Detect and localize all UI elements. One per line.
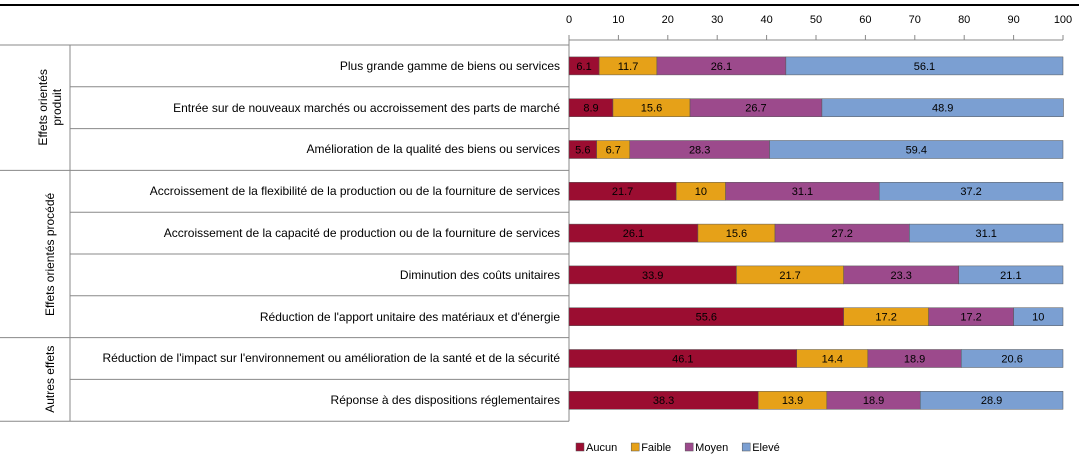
category-label-text: Accroissement de la capacité de producti… (163, 226, 560, 241)
value-label: 26.1 (623, 228, 644, 240)
bar-segment (919, 391, 1064, 410)
x-tick-label: 70 (909, 14, 921, 26)
value-label: 56.1 (914, 61, 935, 73)
legend-label: Faible (641, 442, 671, 454)
value-label: 5.6 (575, 144, 590, 156)
bar-segment (960, 349, 1064, 368)
x-tick-label: 0 (566, 14, 572, 26)
x-tick-label: 60 (859, 14, 871, 26)
value-label: 26.7 (745, 103, 766, 115)
legend-label: Elevé (752, 442, 780, 454)
bar-segment (769, 140, 1064, 159)
category-label: Plus grande gamme de biens ou services (72, 45, 560, 87)
category-label-text: Réduction de l'apport unitaire des matér… (259, 309, 560, 324)
category-label: Réduction de l'apport unitaire des matér… (72, 296, 560, 338)
category-label-text: Réponse à des dispositions réglementaire… (330, 393, 560, 408)
value-label: 10 (695, 186, 707, 198)
value-label: 18.9 (904, 353, 925, 365)
group-label-text: Effets orientés produit (36, 69, 64, 146)
value-label: 59.4 (906, 144, 927, 156)
value-label: 21.7 (612, 186, 633, 198)
category-label: Amélioration de la qualité des biens ou … (72, 129, 560, 171)
x-tick-label: 80 (958, 14, 970, 26)
bar-segment (821, 98, 1064, 117)
value-label: 13.9 (782, 395, 803, 407)
group-label: Effets orientés produit (34, 50, 66, 165)
value-label: 6.1 (576, 61, 591, 73)
value-label: 8.9 (583, 103, 598, 115)
legend-swatch (684, 442, 694, 452)
value-label: 31.1 (975, 228, 996, 240)
value-label: 10 (1032, 312, 1044, 324)
category-label-text: Plus grande gamme de biens ou services (339, 58, 560, 73)
group-label-text: Autres effets (43, 345, 57, 413)
value-label: 37.2 (960, 186, 981, 198)
legend-swatch (575, 442, 585, 452)
value-label: 6.7 (606, 144, 621, 156)
x-tick-label: 20 (662, 14, 674, 26)
group-label: Autres effets (34, 343, 66, 417)
category-label-text: Diminution des coûts unitaires (399, 267, 560, 282)
bar-segment (909, 223, 1064, 243)
legend-swatch (630, 442, 640, 452)
bar-segment (785, 56, 1064, 76)
value-label: 27.2 (831, 228, 852, 240)
category-label: Accroissement de la capacité de producti… (72, 212, 560, 254)
category-label-text: Entrée sur de nouveaux marchés ou accroi… (173, 100, 560, 115)
x-tick-label: 30 (711, 14, 723, 26)
value-label: 31.1 (792, 186, 813, 198)
value-label: 14.4 (822, 353, 843, 365)
category-label: Réduction de l'impact sur l'environnemen… (72, 338, 560, 380)
value-label: 46.1 (672, 353, 693, 365)
value-label: 26.1 (711, 61, 732, 73)
legend-label: Moyen (695, 442, 728, 454)
legend-swatch (741, 442, 751, 452)
category-label-text: Amélioration de la qualité des biens ou … (306, 142, 560, 157)
value-label: 23.3 (891, 270, 912, 282)
x-tick-label: 10 (612, 14, 624, 26)
value-label: 21.7 (779, 270, 800, 282)
bar-segment (878, 182, 1064, 201)
value-label: 17.2 (960, 312, 981, 324)
value-label: 21.1 (1000, 270, 1021, 282)
value-label: 28.3 (689, 144, 710, 156)
value-label: 15.6 (726, 228, 747, 240)
value-label: 11.7 (618, 61, 639, 73)
value-label: 18.9 (863, 395, 884, 407)
value-label: 48.9 (932, 103, 953, 115)
category-label: Accroissement de la flexibilité de la pr… (72, 170, 560, 212)
group-label-text: Effets orientés procédé (43, 192, 57, 316)
x-tick-label: 50 (810, 14, 822, 26)
value-label: 15.6 (641, 103, 662, 115)
value-label: 28.9 (981, 395, 1002, 407)
x-tick-label: 100 (1054, 14, 1072, 26)
bar-segment (958, 265, 1064, 285)
value-label: 38.3 (653, 395, 674, 407)
category-label-text: Accroissement de la flexibilité de la pr… (149, 184, 560, 199)
legend-label: Aucun (586, 442, 617, 454)
x-tick-label: 90 (1007, 14, 1019, 26)
x-tick-label: 40 (760, 14, 772, 26)
value-label: 20.6 (1001, 353, 1022, 365)
category-label: Diminution des coûts unitaires (72, 254, 560, 296)
value-label: 33.9 (642, 270, 663, 282)
category-label: Réponse à des dispositions réglementaire… (72, 379, 560, 421)
bar-segment (1013, 307, 1064, 326)
value-label: 55.6 (696, 312, 717, 324)
category-label-text: Réduction de l'impact sur l'environnemen… (102, 351, 560, 366)
category-label: Entrée sur de nouveaux marchés ou accroi… (72, 87, 560, 129)
value-label: 17.2 (875, 312, 896, 324)
group-label: Effets orientés procédé (34, 175, 66, 332)
